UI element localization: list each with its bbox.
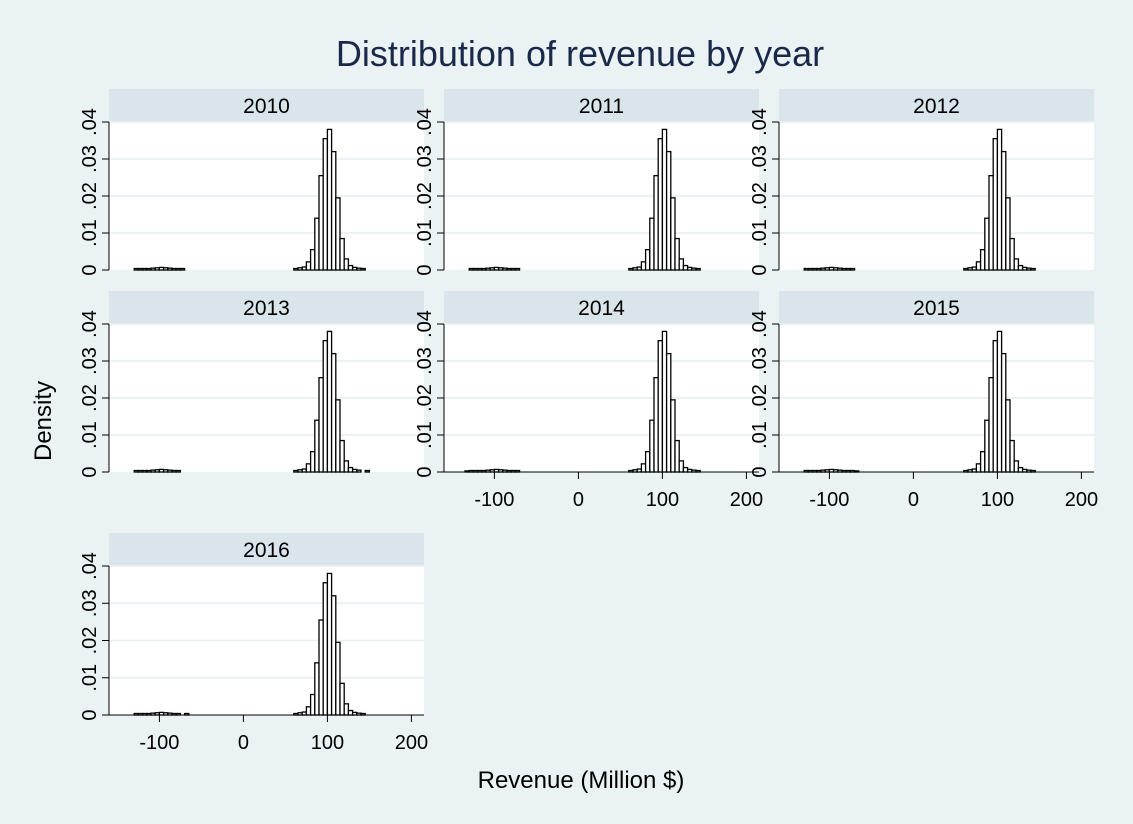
y-tick-label: 0 [79,264,101,275]
facet-panel-2014: 2014 0 .01 .02 .03 .04 -100 0 100 200 [414,291,763,511]
histogram-bar [670,197,676,271]
y-tick-label: .02 [79,182,101,210]
facet-panels: 2010 0 .01 .02 .03 .04 2011 0 .01 .02 .03 .04 2012 0.… [79,89,1098,754]
histogram-bar [356,469,362,473]
x-tick-label: 200 [395,732,428,754]
facet-panel-2016: 2016 0 .01 .02 .03 .04 -100 0 100 200 [79,533,428,754]
x-tick-label: -100 [139,732,179,754]
histogram-bar [1013,258,1020,271]
facet-strip [109,533,424,565]
y-tick-label: .02 [79,384,101,412]
facet-strip [109,89,424,121]
y-tick-label: .04 [749,310,771,338]
facet-strip [109,291,424,323]
x-tick-label: 100 [981,489,1014,511]
facet-strip [444,89,759,121]
y-tick-label: .01 [749,421,771,449]
y-tick-label: .01 [79,421,101,449]
x-tick-label: 100 [646,489,679,511]
histogram-bar [1005,197,1011,271]
y-tick-label: .04 [414,108,436,136]
y-tick-label: 0 [414,264,436,275]
y-tick-label: .04 [414,310,436,338]
y-tick-label: .02 [749,182,771,210]
x-tick-label: 0 [573,489,584,511]
y-tick-label: .03 [749,347,771,375]
x-tick-label: -100 [474,489,514,511]
y-tick-label: .04 [79,310,101,338]
x-tick-label: 200 [730,489,763,511]
facet-strip [779,89,1094,121]
y-tick-label: 0 [79,709,101,720]
histogram-bar [360,267,366,271]
y-tick-label: 0 [79,466,101,477]
y-tick-label: 0 [749,466,771,477]
histogram-bar [343,258,350,271]
histogram-bar [175,469,182,473]
y-tick-label: .01 [79,219,101,247]
facet-panel-2015: 2015 0 .01 .02 .03 .04 -100 0 100 200 [749,291,1098,511]
x-tick-label: 0 [238,732,249,754]
facet-panel-2012: 2012 0 .01 .02 .03 .04 [749,89,1094,276]
histogram-bar [674,237,680,271]
y-tick-label: .04 [749,108,771,136]
y-tick-label: .03 [79,347,101,375]
y-tick-label: .02 [414,182,436,210]
y-tick-label: .02 [749,384,771,412]
histogram-bar [339,439,345,473]
x-tick-label: 200 [1065,489,1098,511]
histogram-bar [335,399,341,473]
y-tick-label: .01 [414,219,436,247]
y-tick-label: 0 [749,264,771,275]
y-tick-label: .03 [414,347,436,375]
facet-strip [444,291,759,323]
y-tick-label: .01 [414,421,436,449]
chart-title: Distribution of revenue by year [336,33,824,74]
facet-strip [779,291,1094,323]
y-tick-label: 0 [414,466,436,477]
x-axis-title: Revenue (Million $) [478,767,685,794]
y-tick-label: .03 [79,145,101,173]
x-tick-label: -100 [809,489,849,511]
y-axis-title: Density [30,381,57,461]
facet-label: 2015 [913,297,960,320]
facet-label: 2010 [243,95,290,118]
histogram-bar [678,258,685,271]
x-tick-label: 100 [311,732,344,754]
histogram-bar [514,267,521,271]
y-tick-label: .04 [79,552,101,580]
facet-label: 2014 [578,297,625,320]
histogram-bar [364,469,371,473]
y-tick-label: .01 [749,219,771,247]
histogram-bar [339,237,345,271]
y-tick-label: .03 [79,589,101,617]
y-tick-label: .02 [414,384,436,412]
facet-label: 2012 [913,95,960,118]
facet-label: 2016 [243,539,290,562]
histogram-bar [1030,267,1036,271]
y-tick-label: .03 [749,145,771,173]
facet-label: 2013 [243,297,290,320]
histogram-bar [849,267,856,271]
histogram-bar [335,197,341,271]
facet-panel-2010: 2010 0 .01 .02 .03 .04 [79,89,424,276]
histogram-bar [1009,237,1015,271]
y-tick-label: .04 [79,108,101,136]
histogram-bar [179,267,186,271]
facet-panel-2013: 2013 0 .01 .02 .03 .04 [79,291,424,478]
facet-label: 2011 [579,95,624,118]
x-tick-label: 0 [908,489,919,511]
histogram-bar [695,267,701,271]
facet-panel-2011: 2011 0 .01 .02 .03 .04 [414,89,759,276]
y-tick-label: .01 [79,664,101,692]
histogram-bar [343,460,350,473]
y-tick-label: .03 [414,145,436,173]
y-tick-label: .02 [79,627,101,655]
